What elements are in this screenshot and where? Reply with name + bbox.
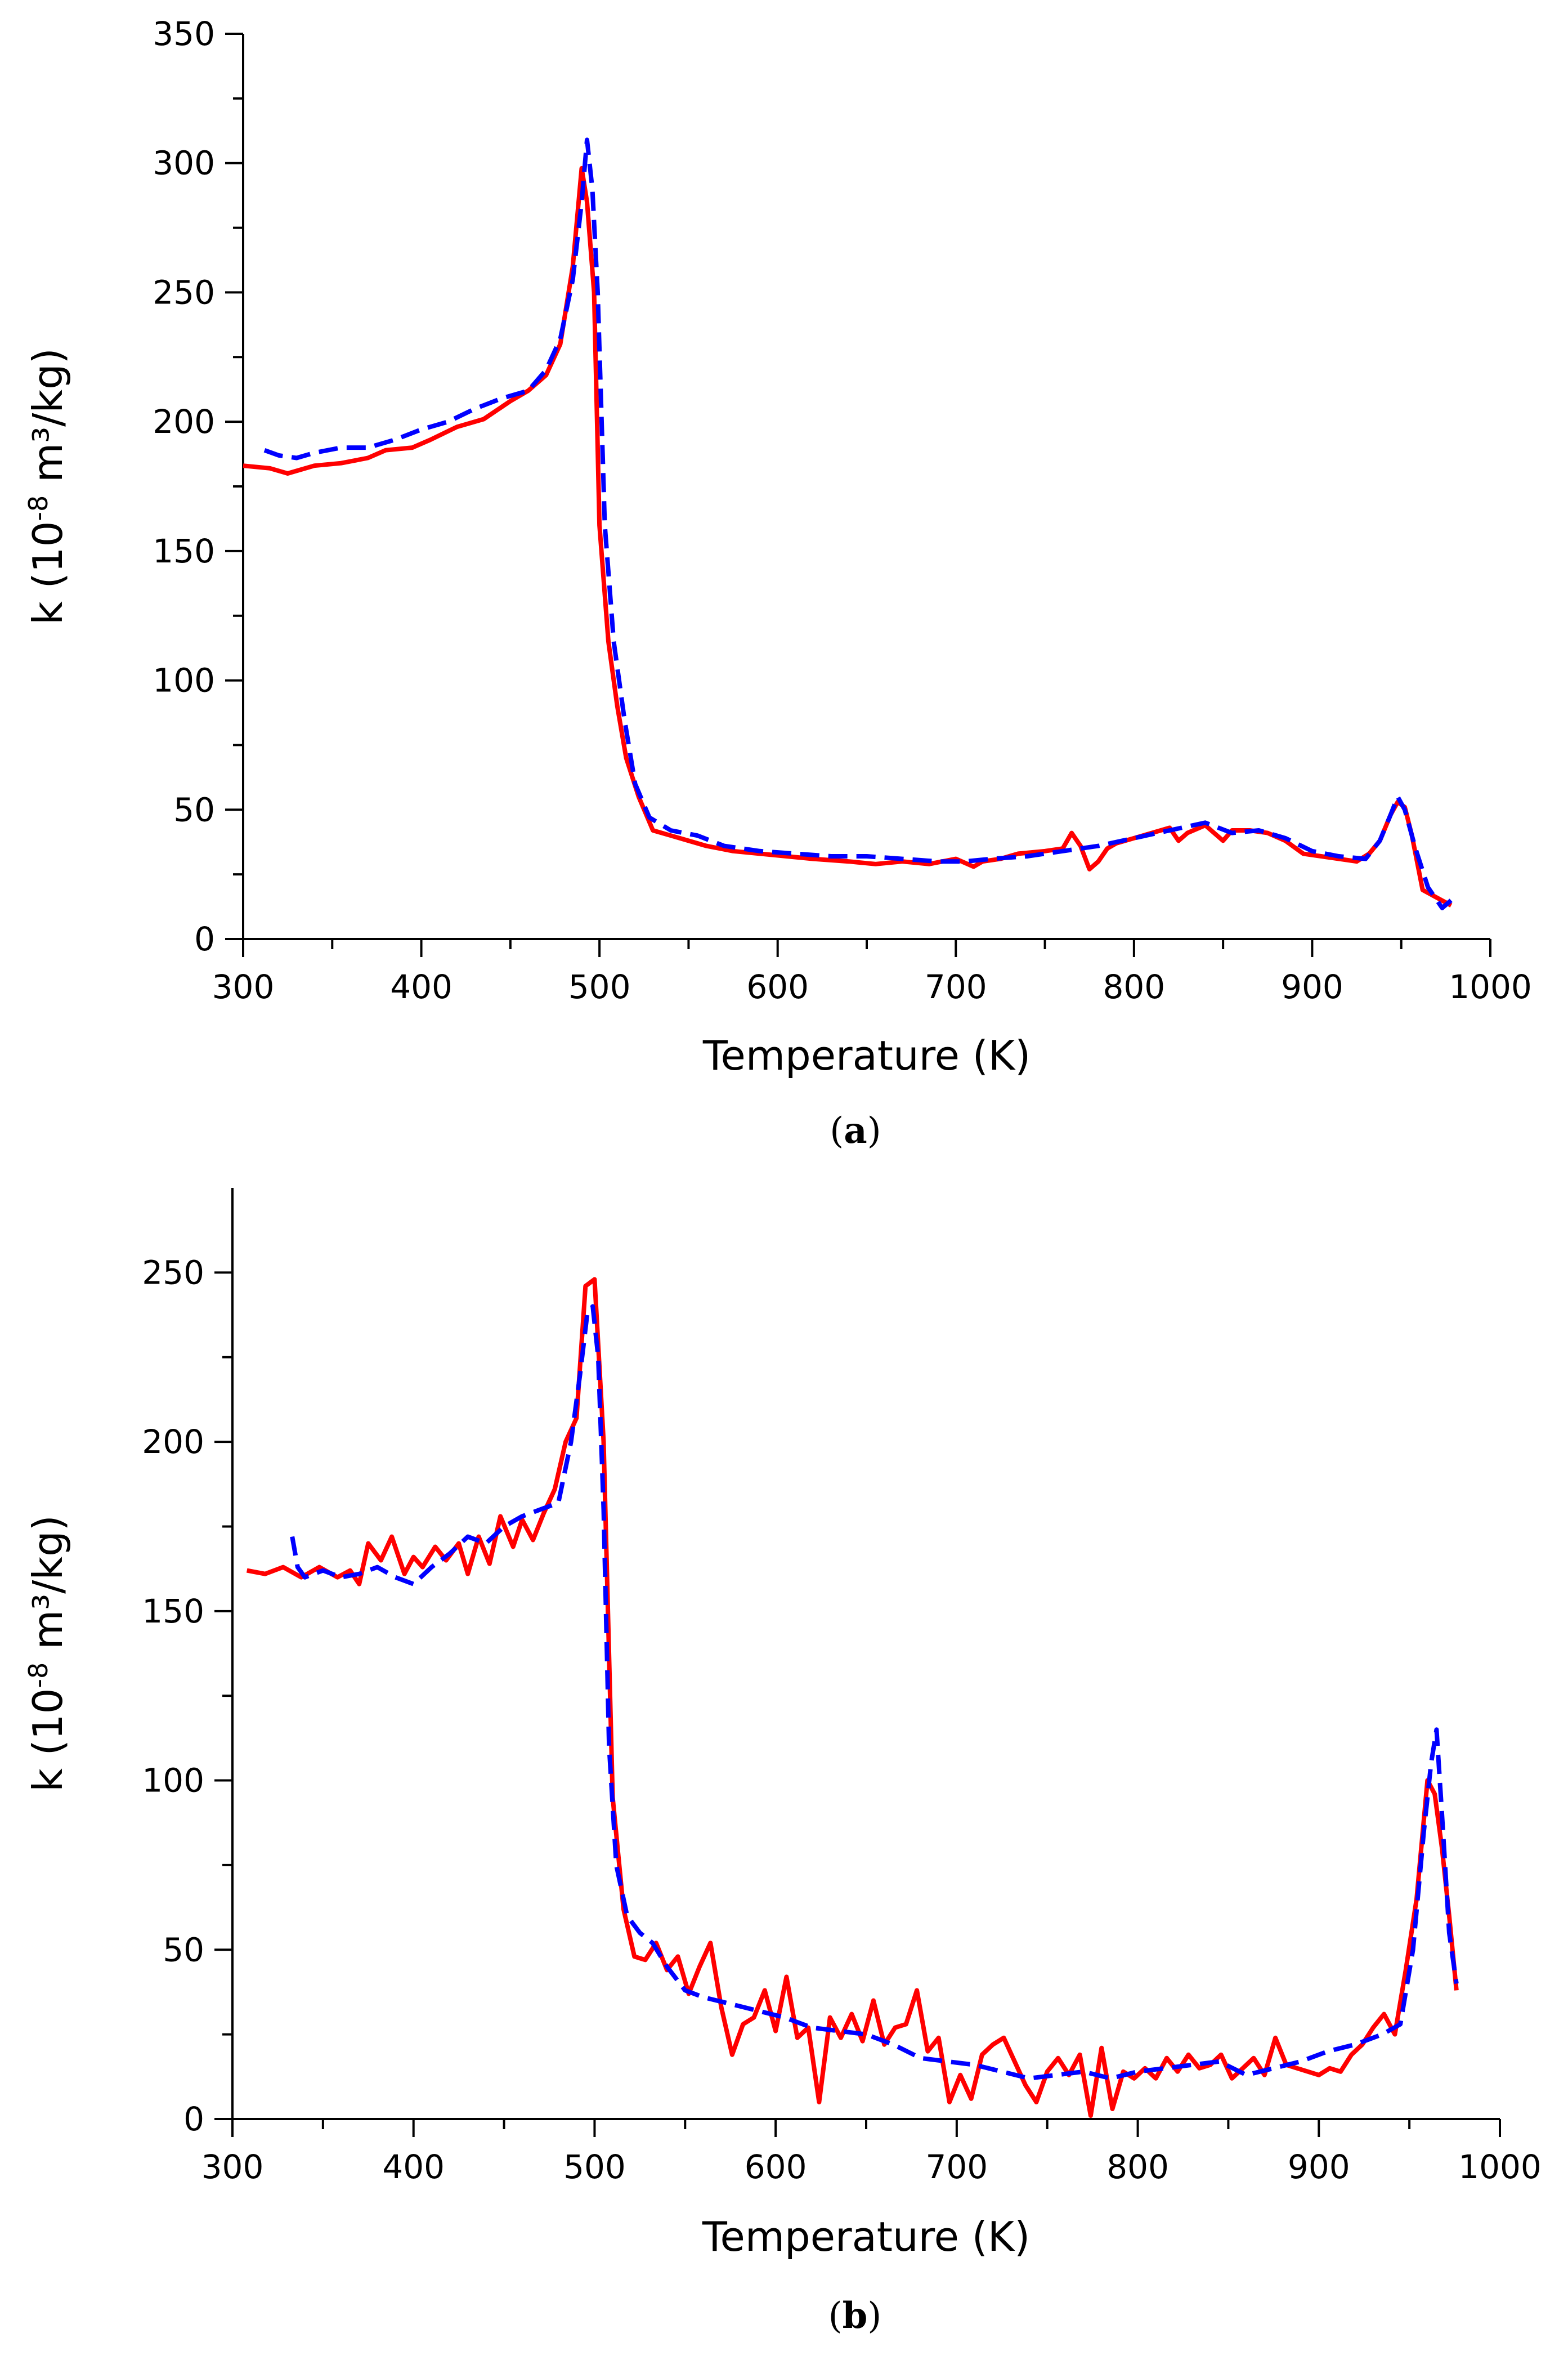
x-tick-label: 1000 xyxy=(1449,968,1532,1006)
chart-panel-b: 300 400 500 600 700 800 900 1000 0 50 100 150 200 250… xyxy=(23,1188,1542,2337)
y-tick-label: 300 xyxy=(153,144,215,182)
y-axis-title: k (10-8 m³/kg) xyxy=(23,1515,71,1792)
y-tick-label: 200 xyxy=(142,1423,204,1461)
y-tick-label: 150 xyxy=(142,1592,204,1630)
y-tick-label: 100 xyxy=(153,661,215,700)
y-tick-label: 250 xyxy=(142,1253,204,1291)
x-tick-label: 400 xyxy=(382,2148,445,2186)
x-tick-label: 600 xyxy=(746,968,809,1006)
y-tick-label: 150 xyxy=(153,532,215,570)
x-tick-label: 900 xyxy=(1288,2148,1350,2186)
y-tick-label: 50 xyxy=(173,790,215,829)
y-tick-label: 250 xyxy=(153,273,215,311)
x-tick-label: 600 xyxy=(745,2148,807,2186)
x-tick-label: 800 xyxy=(1103,968,1165,1006)
x-tick-label: 700 xyxy=(925,2148,988,2186)
x-tick-label: 900 xyxy=(1281,968,1343,1006)
x-tick-label: 500 xyxy=(563,2148,626,2186)
x-tick-label: 700 xyxy=(925,968,987,1006)
x-tick-label: 1000 xyxy=(1458,2148,1542,2186)
series-line-dashed-blue xyxy=(263,137,1453,910)
x-axis-title: Temperature (K) xyxy=(702,1032,1031,1079)
x-tick-label: 800 xyxy=(1106,2148,1169,2186)
panel-label: (b) xyxy=(828,2295,882,2337)
x-axis-title: Temperature (K) xyxy=(702,2213,1030,2260)
y-tick-label: 100 xyxy=(142,1762,204,1800)
panel-label: (a) xyxy=(830,1110,881,1152)
x-tick-label: 300 xyxy=(212,968,275,1006)
series-line-dashed-blue xyxy=(290,1304,1459,2081)
y-tick-label: 200 xyxy=(153,403,215,441)
series-line-solid-red xyxy=(246,1277,1459,2118)
y-axis-title: k (10-8 m³/kg) xyxy=(23,348,71,625)
y-tick-label: 350 xyxy=(153,15,215,53)
y-tick-label: 50 xyxy=(163,1930,204,1969)
x-tick-label: 400 xyxy=(390,968,453,1006)
chart-panel-a: 300 400 500 600 700 800 900 1000 0 50 100 150 200 250… xyxy=(23,15,1532,1152)
x-tick-label: 500 xyxy=(568,968,631,1006)
x-tick-label: 300 xyxy=(201,2148,264,2186)
y-tick-label: 0 xyxy=(194,920,215,958)
y-tick-label: 0 xyxy=(183,2100,204,2138)
series-line-solid-red xyxy=(243,166,1453,908)
